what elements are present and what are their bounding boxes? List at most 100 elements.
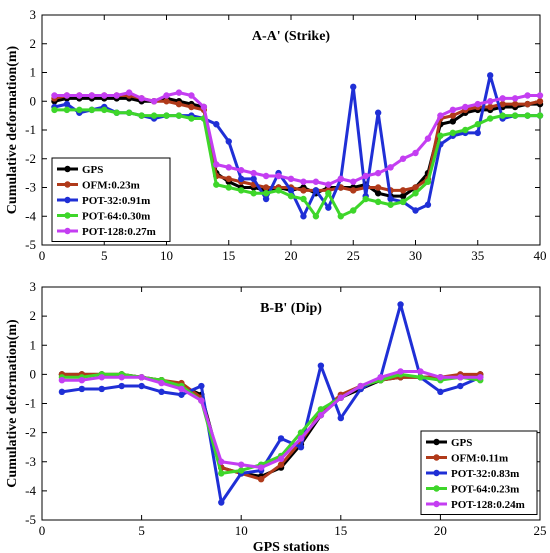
series-4-point — [238, 167, 245, 174]
series-4-point — [474, 100, 481, 108]
series-2-point — [63, 100, 71, 108]
series-2-point — [297, 443, 305, 451]
x-tick-label: 5 — [101, 248, 108, 263]
y-tick-label: -2 — [25, 151, 36, 166]
series-4-point — [138, 374, 145, 381]
series-2-point — [487, 72, 494, 79]
series-3-point — [449, 129, 457, 137]
series-3-point — [63, 106, 71, 114]
y-tick-label: -1 — [25, 396, 36, 411]
legend-entry-label: POT-64:0.23m — [451, 484, 519, 496]
series-3-point — [325, 190, 332, 197]
series-4-point — [250, 169, 257, 177]
series-3-point — [113, 109, 120, 116]
series-3-point — [374, 198, 382, 206]
series-4-point — [188, 92, 195, 99]
series-4-point — [138, 95, 145, 102]
series-3-point — [524, 112, 531, 119]
series-group — [58, 301, 484, 506]
series-3-point — [317, 406, 325, 413]
legend: GPS OFM:0.11m POT-32:0.83m POT-64:0.23m POT-… — [420, 430, 538, 515]
series-3-point — [387, 201, 394, 208]
series-3-point — [225, 184, 232, 191]
y-tick-label: 0 — [30, 366, 37, 381]
series-2-point — [58, 388, 66, 396]
series-2-point — [300, 213, 307, 220]
series-3-point — [412, 190, 419, 197]
series-2-point — [337, 414, 344, 422]
tick-marks — [41, 14, 541, 246]
y-tick-label: -4 — [25, 208, 36, 223]
series-1-point — [511, 100, 519, 108]
panel-dip: 0 5 10 15 20 25 -5 -4 -3 -2 -1 0 1 2 3 B-B' (Dip) Cumu… — [5, 279, 547, 553]
series-2-point — [178, 391, 185, 398]
series-4-point — [297, 435, 305, 442]
series-2-point — [424, 201, 432, 208]
series-4-point — [257, 464, 265, 471]
y-tick-label: 2 — [30, 308, 37, 323]
series-1-point — [300, 187, 307, 194]
series-4-point — [213, 161, 220, 168]
legend-entry-label: GPS — [82, 164, 103, 176]
series-3-point — [88, 106, 96, 114]
x-tick-label: 15 — [334, 523, 347, 538]
series-3-point — [238, 467, 245, 474]
series-3-point — [362, 195, 369, 203]
y-tick-label: -1 — [25, 122, 36, 137]
series-1-point — [175, 100, 183, 108]
series-4-point — [200, 103, 208, 111]
series-4-point — [462, 103, 469, 111]
series-3-point — [213, 181, 220, 188]
x-tick-label: 20 — [285, 248, 298, 263]
series-4-point — [374, 169, 382, 177]
series-4-point — [63, 92, 71, 99]
series-2-point — [387, 195, 394, 203]
series-4-point — [312, 178, 320, 185]
series-1-point — [399, 187, 407, 194]
legend-entry-label: GPS — [451, 437, 472, 449]
series-3-point — [175, 112, 183, 119]
series-3-point — [297, 429, 305, 436]
series-4-point — [277, 455, 285, 463]
series-2-point — [350, 83, 357, 91]
series-3-point — [125, 109, 133, 116]
series-3-point — [188, 115, 195, 122]
legend-marker — [433, 485, 440, 492]
legend-entry-label: POT-128:0.27m — [82, 226, 156, 238]
series-2-point — [98, 385, 105, 393]
series-4-point — [300, 178, 307, 185]
panel-strike: 0 5 10 15 20 25 30 35 40 -5 -4 -3 -2 -1 0 1 2 3 A-A' (Str… — [5, 7, 547, 263]
x-tick-label: 10 — [235, 523, 248, 538]
series-4-point — [487, 98, 494, 105]
series-4-point — [175, 89, 183, 96]
series-3-point — [150, 112, 158, 119]
series-4-point — [437, 112, 444, 119]
series-1-point — [499, 100, 506, 108]
series-4-point — [397, 368, 404, 375]
series-3-point — [262, 190, 270, 197]
y-tick-label: -2 — [25, 425, 36, 440]
legend: GPS OFM:0.23m POT-32:0.91m POT-64:0.30m POT-… — [51, 157, 171, 242]
series-4-point — [118, 374, 125, 381]
series-4-point — [262, 172, 270, 180]
series-4-point — [499, 95, 506, 102]
series-3-point — [474, 121, 481, 128]
series-4-point — [449, 106, 457, 114]
series-4-point — [113, 92, 120, 99]
series-4-point — [325, 181, 332, 188]
x-tick-label: 15 — [222, 248, 235, 263]
legend-marker — [64, 227, 71, 235]
series-2-point — [213, 121, 220, 128]
series-2-point — [317, 362, 325, 369]
series-1-point — [536, 98, 544, 105]
series-1-point — [350, 187, 357, 194]
legend-marker — [433, 438, 440, 446]
series-3-point — [218, 470, 225, 477]
series-3-point — [250, 190, 257, 197]
y-tick-label: 2 — [30, 36, 37, 51]
series-0-point — [374, 190, 382, 197]
y-tick-label: -5 — [25, 237, 36, 252]
y-tick-label: 3 — [30, 279, 37, 294]
legend-marker — [433, 500, 440, 508]
